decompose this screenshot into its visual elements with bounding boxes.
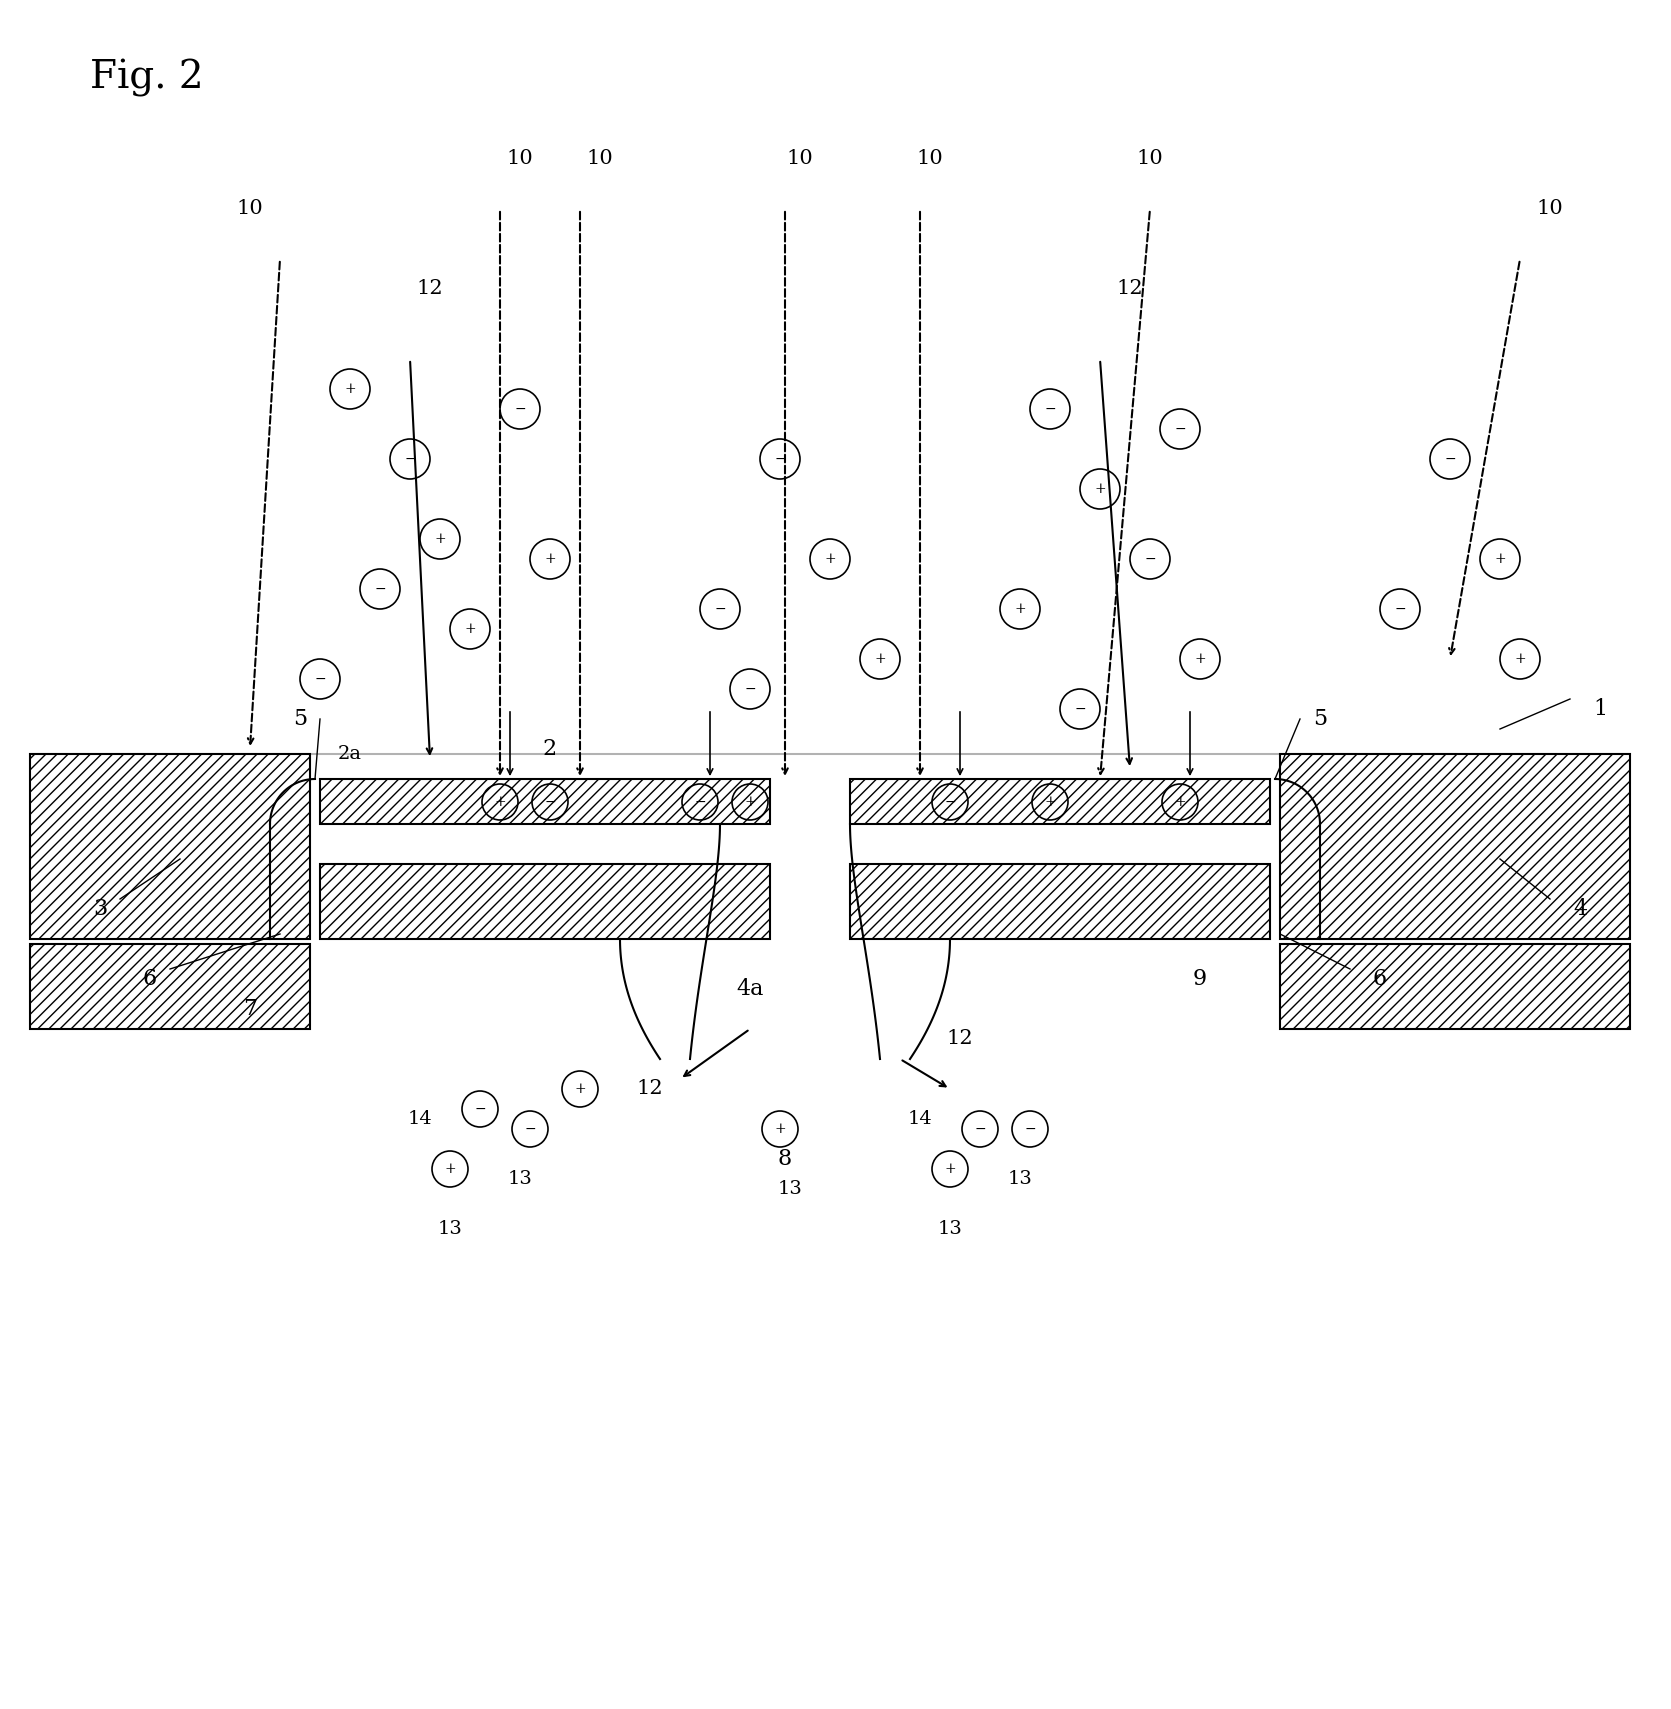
- Text: −: −: [1024, 1123, 1036, 1136]
- Text: −: −: [1175, 422, 1186, 436]
- Text: +: +: [465, 622, 476, 636]
- Text: −: −: [774, 451, 785, 467]
- Text: −: −: [545, 795, 556, 808]
- Text: −: −: [525, 1123, 536, 1136]
- Text: 13: 13: [508, 1171, 533, 1188]
- Text: −: −: [515, 402, 526, 415]
- Text: +: +: [1195, 653, 1206, 667]
- Bar: [30, 754, 311, 938]
- Text: 6: 6: [144, 967, 157, 990]
- Text: 10: 10: [1136, 149, 1163, 169]
- Text: 13: 13: [777, 1179, 802, 1198]
- Text: −: −: [974, 1123, 986, 1136]
- Text: 10: 10: [587, 149, 613, 169]
- Text: −: −: [374, 583, 386, 596]
- Text: −: −: [693, 795, 705, 808]
- Text: 6: 6: [1374, 967, 1387, 990]
- Text: 12: 12: [1116, 280, 1143, 299]
- Bar: [321, 779, 770, 824]
- Bar: [321, 865, 770, 938]
- Text: +: +: [1095, 482, 1106, 496]
- Text: 4: 4: [1572, 897, 1587, 919]
- Text: 13: 13: [1008, 1171, 1033, 1188]
- Text: −: −: [475, 1102, 486, 1116]
- Text: 14: 14: [408, 1111, 433, 1128]
- Text: −: −: [1444, 451, 1455, 467]
- Text: +: +: [824, 552, 836, 566]
- Bar: [851, 865, 1270, 938]
- Text: 10: 10: [1537, 200, 1564, 219]
- Text: +: +: [495, 795, 506, 808]
- Bar: [1280, 943, 1629, 1029]
- Text: 3: 3: [94, 897, 107, 919]
- Text: −: −: [714, 602, 725, 615]
- Text: −: −: [404, 451, 416, 467]
- Text: 8: 8: [779, 1148, 792, 1171]
- Text: +: +: [944, 1162, 956, 1176]
- Text: 7: 7: [242, 998, 257, 1020]
- Bar: [30, 943, 311, 1029]
- Text: −: −: [1394, 602, 1405, 615]
- Text: 2: 2: [543, 738, 556, 761]
- Text: +: +: [874, 653, 886, 667]
- Text: −: −: [314, 672, 326, 685]
- Text: +: +: [444, 1162, 456, 1176]
- Text: +: +: [545, 552, 556, 566]
- Text: Fig. 2: Fig. 2: [90, 60, 204, 97]
- Text: 4a: 4a: [737, 978, 764, 1000]
- Text: +: +: [1044, 795, 1056, 808]
- Text: +: +: [434, 531, 446, 545]
- Text: 13: 13: [438, 1220, 463, 1237]
- Text: 10: 10: [787, 149, 814, 169]
- Bar: [851, 779, 1270, 824]
- Text: 2a: 2a: [338, 745, 363, 762]
- Text: +: +: [575, 1082, 587, 1095]
- Text: −: −: [1044, 402, 1056, 415]
- Text: +: +: [774, 1123, 785, 1136]
- Text: 5: 5: [292, 708, 307, 730]
- Text: 10: 10: [237, 200, 264, 219]
- Text: −: −: [744, 682, 755, 696]
- Text: 10: 10: [506, 149, 533, 169]
- Text: 1: 1: [1592, 697, 1608, 719]
- Text: 10: 10: [917, 149, 944, 169]
- Text: −: −: [1074, 702, 1086, 716]
- Text: 5: 5: [1313, 708, 1327, 730]
- Bar: [1280, 754, 1629, 938]
- Text: −: −: [1145, 552, 1156, 566]
- Text: +: +: [744, 795, 755, 808]
- Text: 13: 13: [937, 1220, 962, 1237]
- Text: +: +: [1514, 653, 1526, 667]
- Text: +: +: [1014, 602, 1026, 615]
- Text: −: −: [944, 795, 956, 808]
- Text: +: +: [344, 383, 356, 396]
- Text: 12: 12: [637, 1080, 663, 1099]
- Text: +: +: [1175, 795, 1186, 808]
- Text: 9: 9: [1193, 967, 1206, 990]
- Text: 14: 14: [907, 1111, 932, 1128]
- Text: 12: 12: [947, 1029, 973, 1049]
- Text: 12: 12: [416, 280, 443, 299]
- Text: +: +: [1494, 552, 1506, 566]
